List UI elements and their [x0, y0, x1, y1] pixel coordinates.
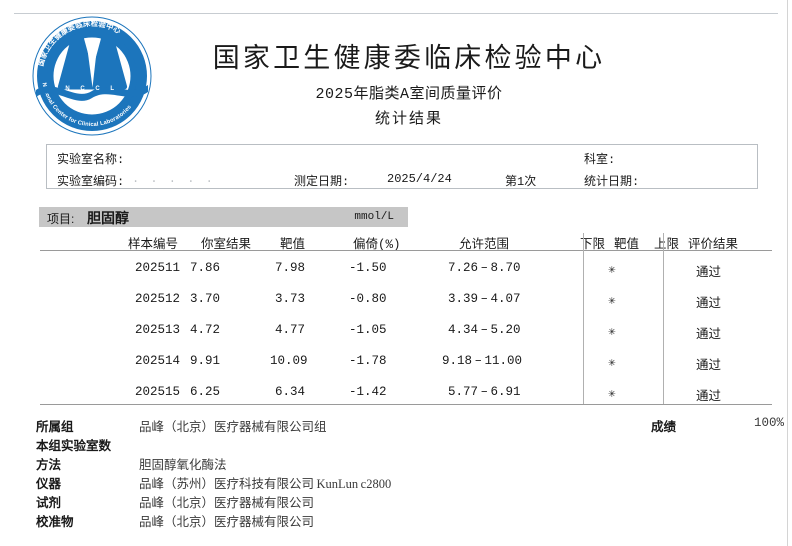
svg-text:N C C L: N C C L [65, 86, 118, 92]
